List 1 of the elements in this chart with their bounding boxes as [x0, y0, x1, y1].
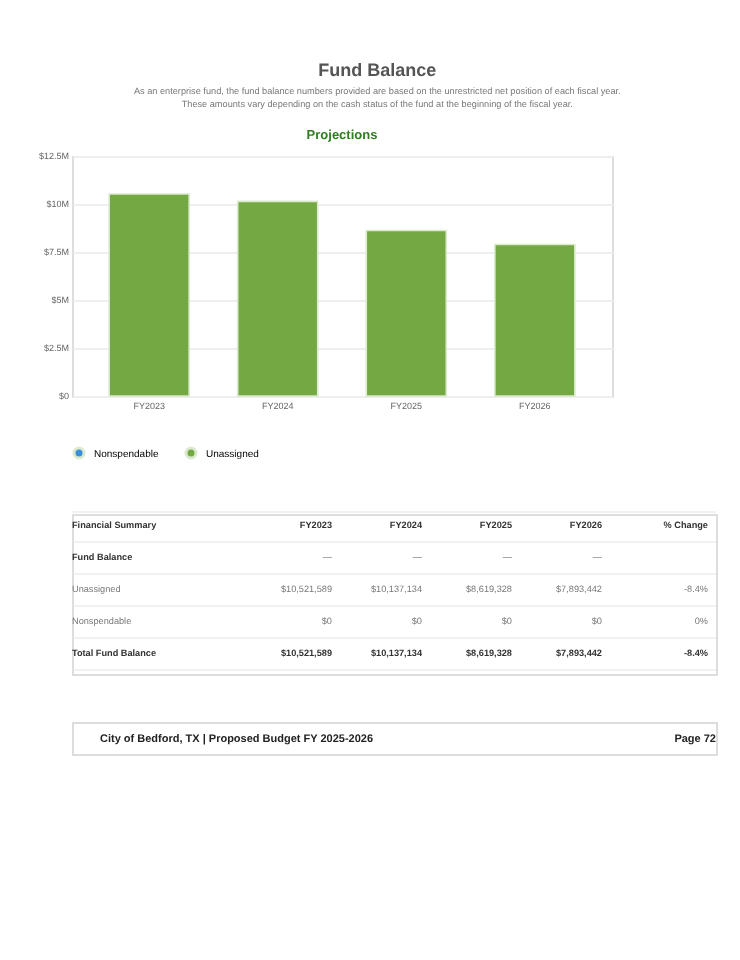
chart-title: Fund Balance: [318, 59, 437, 80]
